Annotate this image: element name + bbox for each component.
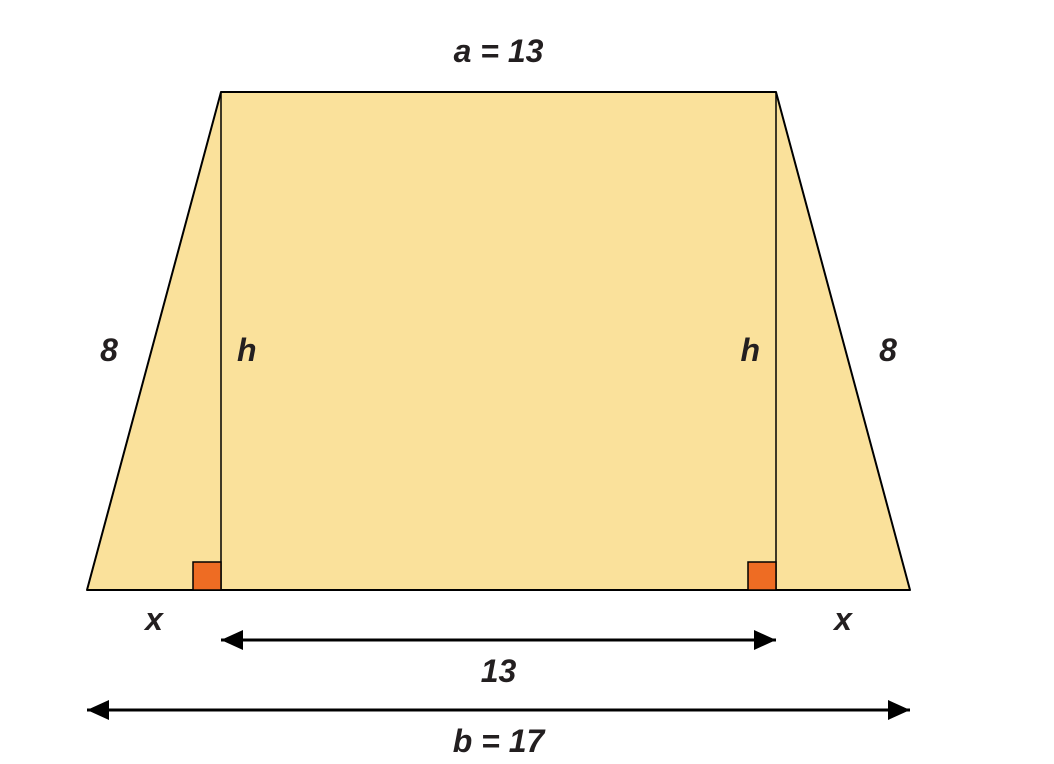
- label-x-left: x: [143, 601, 164, 637]
- label-left-side: 8: [100, 332, 118, 368]
- label-a-top: a = 13: [454, 33, 544, 69]
- trapezoid-diagram: a = 13 8 8 h h x x 13 b = 17: [0, 0, 1054, 764]
- arrow-head-right: [754, 630, 776, 650]
- label-b-bottom: b = 17: [453, 723, 547, 759]
- right-angle-marker-right: [748, 562, 776, 590]
- label-mid-13: 13: [481, 653, 517, 689]
- arrow-head-left: [221, 630, 243, 650]
- arrow-head-right: [888, 700, 910, 720]
- right-angle-marker-left: [193, 562, 221, 590]
- trapezoid: [87, 92, 910, 590]
- arrow-head-left: [87, 700, 109, 720]
- label-h-left: h: [237, 332, 257, 368]
- label-right-side: 8: [879, 332, 897, 368]
- label-h-right: h: [740, 332, 760, 368]
- label-x-right: x: [832, 601, 853, 637]
